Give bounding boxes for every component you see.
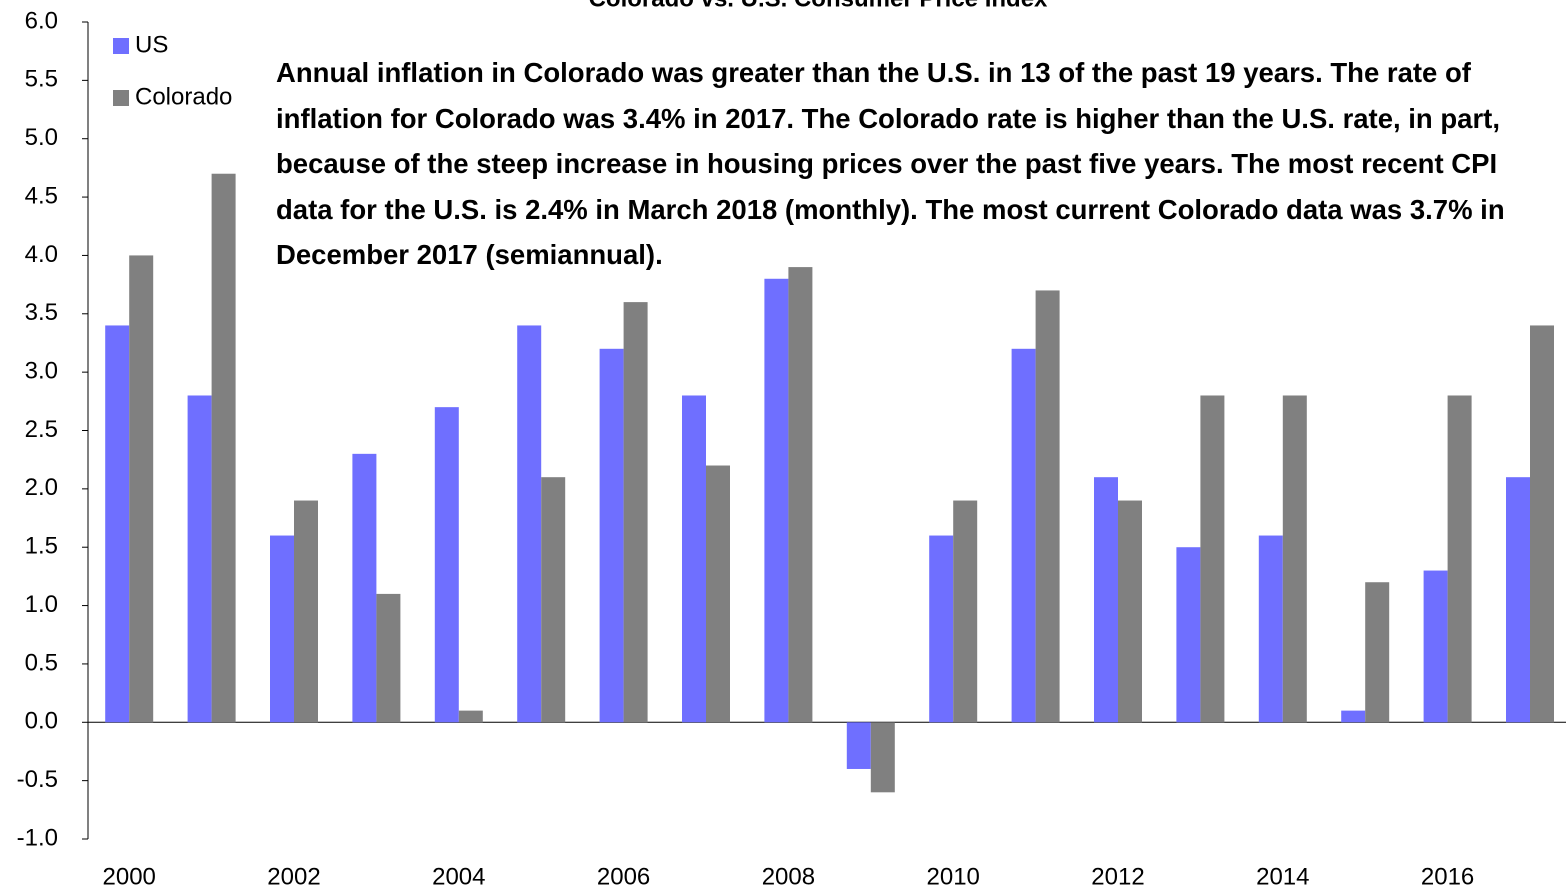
- y-tick-label: -0.5: [17, 766, 58, 793]
- y-tick-label: 4.0: [25, 241, 58, 268]
- annotation: Annual inflation in Colorado was greater…: [276, 57, 1505, 270]
- bar: [517, 325, 542, 723]
- y-tick-label: 0.5: [25, 649, 58, 676]
- y-tick-label: -1.0: [17, 824, 58, 851]
- bar: [953, 500, 978, 723]
- bar: [541, 477, 566, 723]
- bar: [1341, 710, 1366, 723]
- y-tick-label: 3.5: [25, 299, 58, 326]
- y-tick-label: 1.0: [25, 591, 58, 618]
- bar: [376, 593, 401, 723]
- bar: [788, 267, 813, 723]
- bar: [434, 407, 459, 723]
- bar: [682, 395, 706, 723]
- bar: [1011, 348, 1036, 723]
- bar: [1200, 395, 1225, 723]
- y-tick-label: 5.5: [25, 66, 58, 93]
- y-tick-label: 3.0: [25, 357, 58, 384]
- bar: [1118, 500, 1142, 723]
- bar: [764, 278, 789, 723]
- bar: [270, 535, 294, 723]
- bar: [1282, 395, 1307, 723]
- x-tick-label: 2004: [432, 863, 485, 890]
- x-tick-label: 2010: [927, 863, 980, 890]
- y-tick-label: 2.0: [25, 474, 58, 501]
- y-tick-label: 4.5: [25, 182, 58, 209]
- bar: [105, 325, 130, 723]
- bar: [1094, 477, 1118, 723]
- y-tick-label: 5.0: [25, 124, 58, 151]
- x-tick-label: 2012: [1091, 863, 1144, 890]
- y-tick-label: 0.0: [25, 708, 58, 735]
- bar: [870, 722, 895, 793]
- bar: [599, 348, 624, 723]
- y-tick-label: 6.0: [25, 7, 58, 34]
- x-tick-label: 2008: [762, 863, 815, 890]
- x-tick-label: 2016: [1421, 863, 1474, 890]
- bar: [458, 710, 483, 723]
- bar: [129, 255, 154, 723]
- bar: [1530, 325, 1554, 723]
- legend-swatch: [113, 38, 129, 54]
- y-tick-label: 2.5: [25, 416, 58, 443]
- bar: [706, 465, 730, 723]
- legend-label: US: [135, 31, 168, 58]
- x-tick-label: 2002: [267, 863, 320, 890]
- y-tick-label: 1.5: [25, 533, 58, 560]
- x-tick-label: 2006: [597, 863, 650, 890]
- bar: [1365, 582, 1390, 723]
- bar: [929, 535, 954, 723]
- bar: [1506, 477, 1530, 723]
- x-tick-label: 2014: [1256, 863, 1309, 890]
- legend-swatch: [113, 90, 129, 106]
- bar: [1447, 395, 1472, 723]
- bar: [187, 395, 212, 723]
- bar: [352, 453, 377, 723]
- bar: [846, 722, 871, 769]
- bar: [294, 500, 318, 723]
- bar: [211, 173, 236, 723]
- bar: [1423, 570, 1448, 723]
- bar: [1258, 535, 1283, 723]
- chart-title: Colorado vs. U.S. Consumer Price Index: [589, 0, 1048, 12]
- bar: [1176, 547, 1201, 723]
- legend-label: Colorado: [135, 83, 232, 110]
- x-tick-label: 2000: [103, 863, 156, 890]
- bar: [623, 302, 648, 723]
- bar: [1035, 290, 1060, 723]
